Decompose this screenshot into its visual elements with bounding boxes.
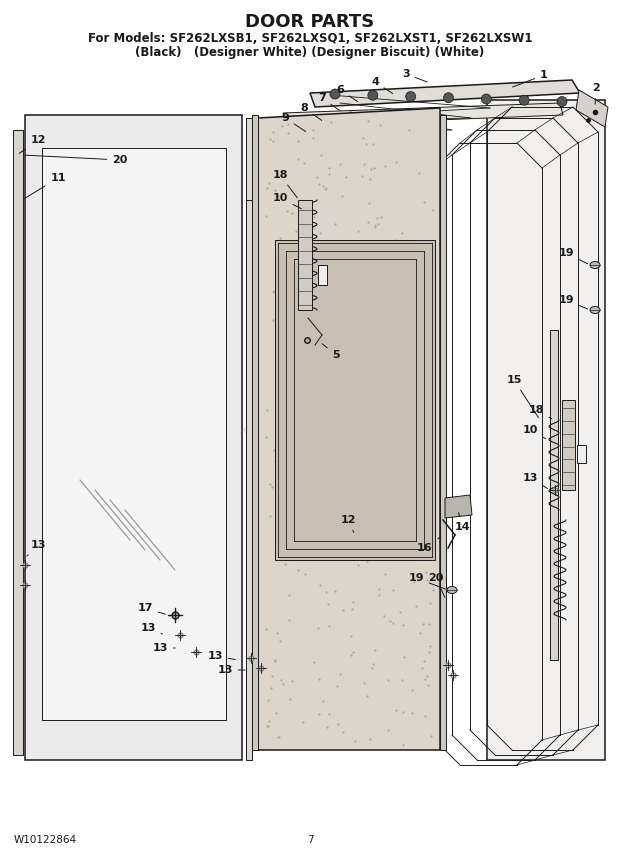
Text: 10: 10 (522, 425, 546, 438)
Polygon shape (562, 400, 575, 490)
Circle shape (330, 89, 340, 99)
Text: 18: 18 (272, 170, 298, 198)
Text: 19: 19 (558, 295, 587, 309)
Text: 1: 1 (513, 70, 548, 87)
Text: (Black)   (Designer White) (Designer Biscuit) (White): (Black) (Designer White) (Designer Biscu… (135, 45, 485, 58)
Polygon shape (258, 108, 440, 750)
Text: 20: 20 (428, 573, 445, 597)
Polygon shape (310, 80, 580, 107)
Text: 7: 7 (318, 93, 340, 110)
Ellipse shape (590, 306, 600, 313)
Text: 18: 18 (528, 405, 552, 419)
Polygon shape (577, 445, 586, 463)
Circle shape (557, 97, 567, 106)
Text: 10: 10 (272, 193, 301, 209)
Polygon shape (550, 330, 558, 660)
Text: 13: 13 (522, 473, 547, 489)
Text: 13: 13 (27, 540, 46, 556)
Polygon shape (25, 115, 242, 760)
Text: 17: 17 (137, 603, 166, 615)
Text: 11: 11 (24, 173, 66, 199)
Text: 4: 4 (371, 77, 392, 93)
Polygon shape (298, 200, 312, 310)
Polygon shape (440, 115, 446, 750)
Text: 14: 14 (454, 513, 470, 532)
Polygon shape (576, 90, 608, 127)
Circle shape (405, 92, 415, 102)
Text: 12: 12 (340, 515, 356, 532)
Text: 13: 13 (153, 643, 175, 653)
Polygon shape (13, 130, 23, 755)
Polygon shape (283, 103, 563, 126)
Polygon shape (42, 148, 226, 720)
Text: For Models: SF262LXSB1, SF262LXSQ1, SF262LXST1, SF262LXSW1: For Models: SF262LXSB1, SF262LXSQ1, SF26… (88, 32, 532, 45)
Text: 13: 13 (218, 665, 246, 675)
Circle shape (481, 94, 491, 104)
Text: 13: 13 (207, 651, 235, 661)
Ellipse shape (590, 261, 600, 269)
Circle shape (368, 90, 378, 100)
Text: 16: 16 (417, 537, 441, 553)
Text: 12: 12 (19, 135, 46, 153)
Text: 7: 7 (307, 835, 313, 845)
Polygon shape (318, 265, 327, 285)
Text: 9: 9 (281, 113, 306, 132)
Text: 8: 8 (300, 103, 322, 121)
Text: W10122864: W10122864 (14, 835, 77, 845)
Text: eReplacementParts.com: eReplacementParts.com (242, 425, 378, 435)
Text: 3: 3 (402, 69, 427, 82)
Text: 5: 5 (322, 344, 340, 360)
Text: 19: 19 (558, 248, 588, 264)
Text: DOOR PARTS: DOOR PARTS (246, 13, 374, 31)
Polygon shape (275, 240, 435, 560)
Polygon shape (246, 118, 252, 200)
Text: 20: 20 (25, 155, 128, 165)
Circle shape (519, 95, 529, 105)
Text: 19: 19 (408, 573, 445, 589)
Text: 2: 2 (592, 83, 600, 104)
Polygon shape (252, 115, 258, 750)
Polygon shape (246, 118, 252, 760)
Text: 15: 15 (507, 375, 539, 418)
Ellipse shape (447, 586, 457, 593)
Polygon shape (445, 495, 472, 518)
Polygon shape (487, 100, 605, 760)
Circle shape (443, 92, 453, 103)
Text: 6: 6 (336, 85, 358, 102)
Text: 13: 13 (140, 623, 162, 634)
